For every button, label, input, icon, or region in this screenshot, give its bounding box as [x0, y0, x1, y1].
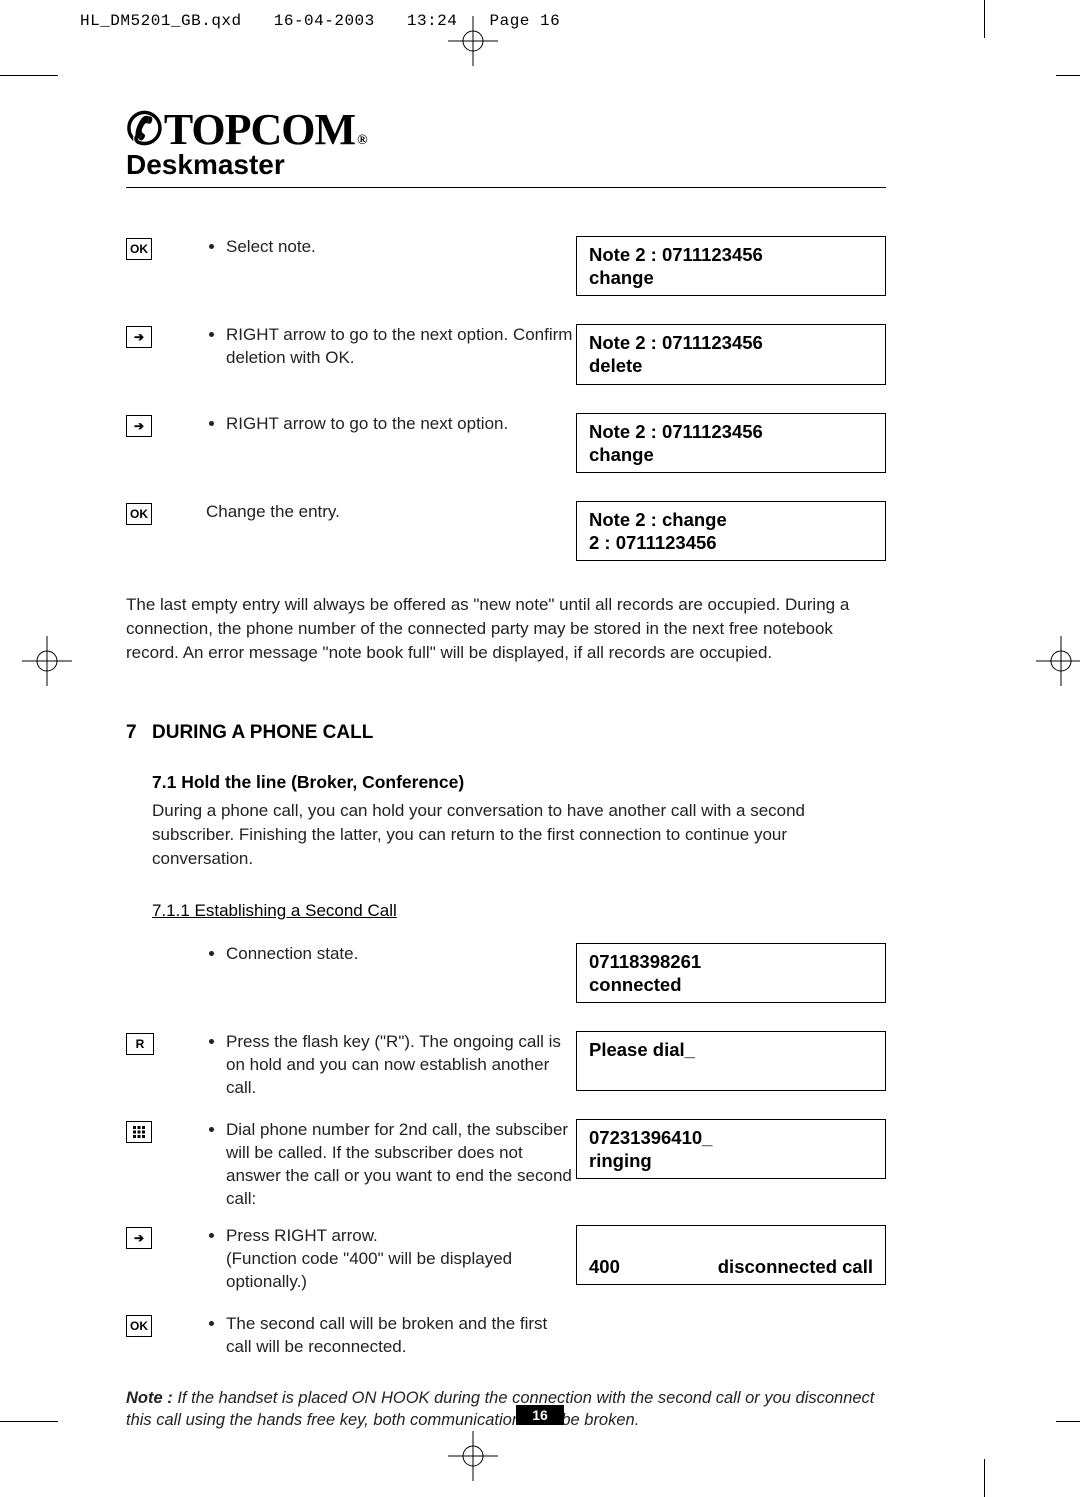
section-title: DURING A PHONE CALL: [152, 722, 373, 744]
brand-subline: Deskmaster: [126, 149, 886, 188]
section-heading: 7 DURING A PHONE CALL: [126, 722, 886, 744]
print-header: HL_DM5201_GB.qxd 16-04-2003 13:24 Page 1…: [80, 12, 582, 30]
display-line1: 07231396410_: [589, 1126, 873, 1149]
subsection-number: 7.1: [152, 772, 176, 792]
step-text: Press RIGHT arrow. (Function code "400" …: [226, 1225, 576, 1294]
display-line1: Note 2 : change: [589, 508, 873, 531]
subsection-heading: 7.1 Hold the line (Broker, Conference): [152, 772, 886, 793]
subsection-paragraph: During a phone call, you can hold your c…: [152, 799, 886, 870]
crop-mark: [0, 75, 58, 76]
display-line1: Please dial_: [589, 1038, 873, 1061]
display-line2: change: [589, 443, 873, 466]
step-text: RIGHT arrow to go to the next option.: [226, 413, 576, 436]
display-line2: 2 : 0711123456: [589, 531, 873, 554]
crop-mark: [984, 0, 985, 38]
lcd-display: 07118398261 connected: [576, 943, 886, 1003]
r-flash-key-icon: R: [126, 1033, 154, 1055]
step-text: Change the entry.: [206, 501, 576, 524]
display-line1: Note 2 : 0711123456: [589, 243, 873, 266]
display-line1: Note 2 : 0711123456: [589, 331, 873, 354]
display-line2: ringing: [589, 1149, 873, 1172]
arrow-right-key-icon: ➔: [126, 1227, 152, 1249]
brand-logo: ✆ TOPCOM ®: [126, 104, 886, 155]
registration-mark-icon: [1036, 636, 1080, 686]
step-text: Dial phone number for 2nd call, the subs…: [226, 1119, 576, 1211]
display-line2: connected: [589, 973, 873, 996]
print-file: HL_DM5201_GB.qxd: [80, 12, 242, 30]
ok-key-icon: OK: [126, 503, 152, 525]
registered-mark: ®: [357, 133, 366, 149]
display-right: disconnected call: [718, 1255, 873, 1278]
display-line1: 07118398261: [589, 950, 873, 973]
display-line2: delete: [589, 354, 873, 377]
print-page: Page 16: [489, 12, 560, 30]
crop-mark: [1056, 75, 1080, 76]
subsubsection-heading: 7.1.1 Establishing a Second Call: [152, 901, 886, 921]
print-date: 16-04-2003: [274, 12, 375, 30]
page-number: 16: [0, 1407, 1080, 1425]
page-content: ✆ TOPCOM ® Deskmaster OK Select note. No…: [126, 104, 886, 1431]
lcd-display: 400 disconnected call: [576, 1225, 886, 1285]
brand-name: TOPCOM: [164, 104, 355, 155]
lcd-display: Note 2 : change 2 : 0711123456: [576, 501, 886, 561]
ok-key-icon: OK: [126, 1315, 152, 1337]
subsection-title: Hold the line (Broker, Conference): [181, 772, 464, 792]
crop-mark: [984, 1459, 985, 1497]
keypad-key-icon: [126, 1121, 152, 1143]
step-text: RIGHT arrow to go to the next option. Co…: [226, 324, 576, 370]
step-text: Press the flash key ("R"). The ongoing c…: [226, 1031, 576, 1100]
arrow-right-key-icon: ➔: [126, 326, 152, 348]
registration-mark-icon: [22, 636, 72, 686]
display-left: 400: [589, 1255, 620, 1278]
ok-key-icon: OK: [126, 238, 152, 260]
lcd-display: 07231396410_ ringing: [576, 1119, 886, 1179]
lcd-display: Note 2 : 0711123456 change: [576, 236, 886, 296]
lcd-display: Please dial_: [576, 1031, 886, 1091]
section-number: 7: [126, 722, 152, 744]
display-line1: Note 2 : 0711123456: [589, 420, 873, 443]
step-text: Connection state.: [226, 943, 576, 966]
step-text: The second call will be broken and the f…: [226, 1313, 576, 1359]
note-label: Note :: [126, 1389, 173, 1407]
paragraph: The last empty entry will always be offe…: [126, 593, 886, 664]
lcd-display: Note 2 : 0711123456 change: [576, 413, 886, 473]
step-text: Select note.: [226, 236, 576, 259]
display-line2: change: [589, 266, 873, 289]
registration-mark-icon: [448, 1431, 498, 1481]
registration-mark-icon: [448, 16, 498, 66]
arrow-right-key-icon: ➔: [126, 415, 152, 437]
lcd-display: Note 2 : 0711123456 delete: [576, 324, 886, 384]
